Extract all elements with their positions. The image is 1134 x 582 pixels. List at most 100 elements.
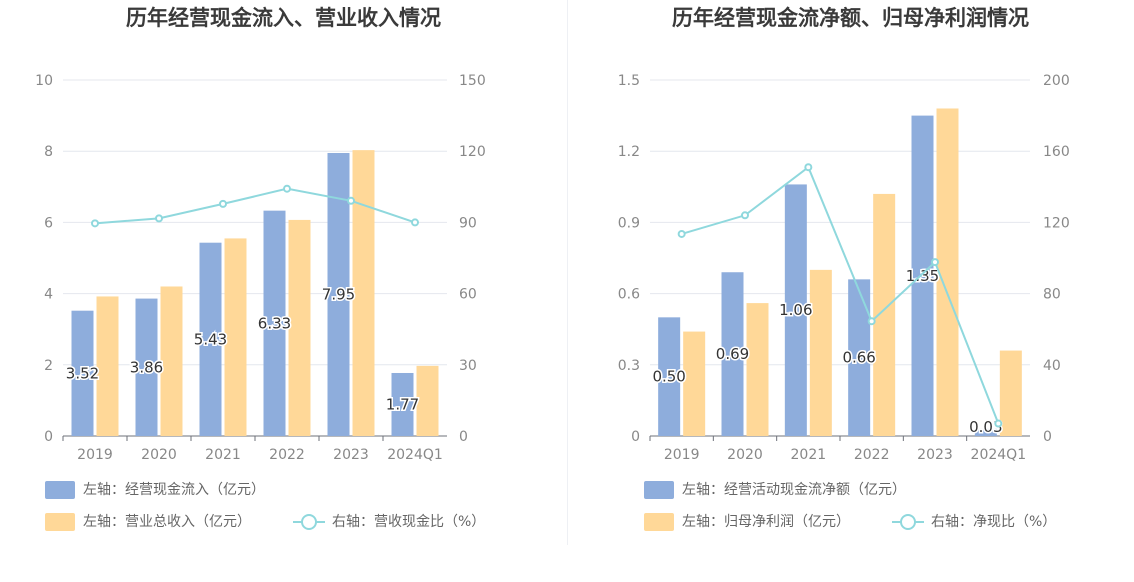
line-point xyxy=(867,317,876,326)
legend-label: 右轴：营收现金比（%） xyxy=(332,514,486,530)
x-tick-label: 2019 xyxy=(664,447,700,463)
y-tick-label-left: 6 xyxy=(44,215,53,231)
x-tick-label: 2023 xyxy=(333,447,369,463)
line-point xyxy=(931,258,939,267)
y-tick-label-left: 10 xyxy=(35,73,53,89)
bar-data-label: 1.06 xyxy=(779,301,812,319)
y-tick-label-left: 0.6 xyxy=(618,287,640,303)
y-tick-label-left: 2 xyxy=(44,358,53,374)
line-point xyxy=(155,214,163,223)
bar-series-2 xyxy=(352,150,375,436)
legend-marker xyxy=(301,514,317,530)
chart-svg: 0 0 2 30 4 60 6 90 8 120 10 150 3.52 2019 3.86 2020 5.43… xyxy=(35,73,486,463)
x-tick-label: 2024Q1 xyxy=(971,447,1027,463)
legend-label: 右轴：净现比（%） xyxy=(931,514,1057,530)
line-point xyxy=(91,219,99,228)
y-tick-label-right: 120 xyxy=(459,144,486,160)
bar-series-1 xyxy=(721,272,744,436)
chart-panel-right: 历年经营现金流净额、归母净利润情况 0 0 0.3 40 0.6 80 0.9 120 1.2 1… xyxy=(567,0,1134,582)
x-tick-label: 2020 xyxy=(727,447,763,463)
bar-data-label: 6.33 xyxy=(258,314,291,332)
legend-item[interactable]: 左轴：经营现金流入（亿元） xyxy=(45,479,265,501)
y-tick-label-right: 0 xyxy=(459,429,468,445)
y-tick-label-right: 150 xyxy=(459,73,486,89)
chart-title: 历年经营现金流入、营业收入情况 xyxy=(126,6,441,30)
bar-data-label: 3.86 xyxy=(130,358,163,376)
legend-label: 左轴：归母净利润（亿元） xyxy=(682,514,850,530)
legend-swatch xyxy=(45,481,75,499)
legend-swatch xyxy=(644,481,674,499)
chart-title: 历年经营现金流净额、归母净利润情况 xyxy=(672,6,1029,30)
bar-series-2 xyxy=(96,296,119,436)
y-tick-label-right: 60 xyxy=(459,287,477,303)
bar-data-label: 0.50 xyxy=(652,368,685,386)
line-point xyxy=(741,211,749,220)
x-tick-label: 2019 xyxy=(77,447,113,463)
y-tick-label-right: 40 xyxy=(1043,358,1061,374)
y-tick-label-right: 160 xyxy=(1043,144,1070,160)
bar-series-2 xyxy=(288,219,311,436)
bar-data-label: 1.77 xyxy=(386,395,419,413)
bar-data-label: 0.69 xyxy=(716,345,749,363)
y-tick-label-left: 4 xyxy=(44,287,53,303)
bar-series-1 xyxy=(327,152,350,436)
bar-series-1 xyxy=(263,210,286,436)
line-point xyxy=(804,163,813,172)
bar-series-1 xyxy=(658,317,681,436)
line-point xyxy=(283,184,291,193)
y-tick-label-left: 0 xyxy=(631,429,640,445)
bar-series-2 xyxy=(416,365,439,436)
chart-svg: 0 0 0.3 40 0.6 80 0.9 120 1.2 160 1.5 200 0.50 2019 0.… xyxy=(618,73,1070,463)
y-tick-label-left: 1.5 xyxy=(618,73,640,89)
bar-series-2 xyxy=(160,286,183,436)
y-tick-label-right: 120 xyxy=(1043,215,1070,231)
line-series xyxy=(94,187,416,225)
y-tick-label-left: 8 xyxy=(44,144,53,160)
x-tick-label: 2024Q1 xyxy=(387,447,443,463)
legend-marker xyxy=(900,514,916,530)
legend-item[interactable]: 左轴：营业总收入（亿元） xyxy=(45,511,251,533)
line-point xyxy=(411,218,419,227)
bar-series-1 xyxy=(135,298,158,436)
line-series xyxy=(681,165,1000,424)
y-tick-label-right: 0 xyxy=(1043,429,1052,445)
legend-item[interactable]: 右轴：营收现金比（%） xyxy=(292,511,485,533)
x-tick-label: 2022 xyxy=(269,447,305,463)
y-tick-label-left: 0.3 xyxy=(618,358,640,374)
legend-item[interactable]: 左轴：归母净利润（亿元） xyxy=(644,511,850,533)
y-tick-label-left: 0 xyxy=(44,429,53,445)
legend-item[interactable]: 左轴：经营活动现金流净额（亿元） xyxy=(644,479,906,501)
y-tick-label-right: 200 xyxy=(1043,73,1070,89)
legend-swatch xyxy=(45,513,75,531)
y-tick-label-right: 80 xyxy=(1043,287,1061,303)
bar-data-label: 3.52 xyxy=(66,364,99,382)
bar-series-2 xyxy=(224,238,247,436)
line-point xyxy=(219,199,227,208)
bar-data-label: 7.95 xyxy=(322,285,355,303)
bar-series-2 xyxy=(873,193,896,436)
line-point xyxy=(347,196,355,205)
bar-series-2 xyxy=(683,331,706,436)
x-tick-label: 2021 xyxy=(791,447,827,463)
x-tick-label: 2022 xyxy=(854,447,890,463)
legend-swatch xyxy=(644,513,674,531)
bar-series-1 xyxy=(848,279,871,436)
bar-data-label: 1.35 xyxy=(906,267,939,285)
panel-divider xyxy=(567,0,568,545)
legend-label: 左轴：营业总收入（亿元） xyxy=(83,514,251,530)
bar-data-label: 5.43 xyxy=(194,330,227,348)
legend-label: 左轴：经营现金流入（亿元） xyxy=(83,482,265,498)
y-tick-label-left: 1.2 xyxy=(618,144,640,160)
legend-line-swatch xyxy=(892,514,924,530)
legend-item[interactable]: 右轴：净现比（%） xyxy=(891,511,1056,533)
bar-series-2 xyxy=(999,350,1022,436)
bar-series-1 xyxy=(391,372,414,436)
bar-series-2 xyxy=(809,269,832,436)
legend-line-swatch xyxy=(293,514,325,530)
y-tick-label-left: 0.9 xyxy=(618,215,640,231)
chart-panel-left: 历年经营现金流入、营业收入情况 0 0 2 30 4 60 6 90 8 120 10 150 3.52… xyxy=(35,6,486,533)
bar-series-1 xyxy=(911,115,934,436)
x-tick-label: 2020 xyxy=(141,447,177,463)
line-point xyxy=(994,419,1003,428)
bar-series-1 xyxy=(974,428,997,436)
